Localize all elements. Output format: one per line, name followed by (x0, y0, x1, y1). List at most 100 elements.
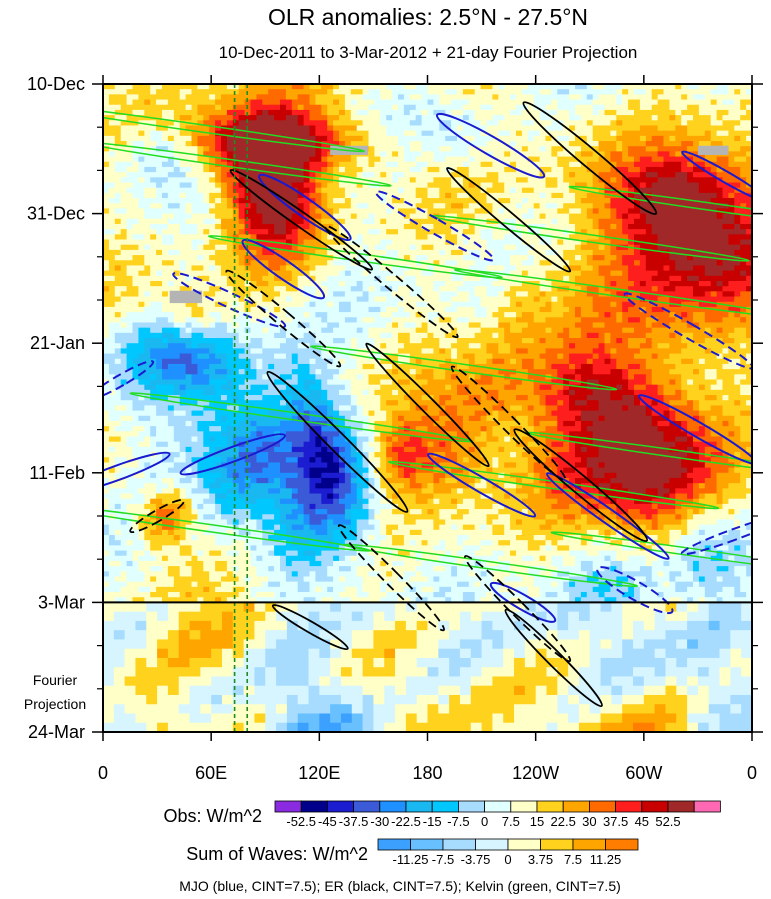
obs-colorbar-swatch-7 (457, 800, 485, 813)
projection-field (103, 602, 752, 732)
obs-colorbar-level-6: -7.5 (447, 814, 469, 829)
obs-colorbar-level-5: -15 (423, 814, 442, 829)
waves-colorbar-swatch-1 (410, 838, 444, 851)
x-tick-label-1: 60E (195, 763, 227, 783)
y-tick-label-3: 11-Feb (29, 463, 85, 483)
y-tick-label-0: 10-Dec (27, 74, 85, 94)
waves-colorbar-swatch-3 (475, 838, 509, 851)
er-contour-5 (266, 370, 409, 513)
kelvin-contour-7 (387, 460, 720, 510)
waves-colorbar-level-6: 11.25 (590, 852, 622, 867)
mjo-contour-6 (103, 360, 155, 401)
mjo-contour-1 (258, 173, 352, 242)
er-contour-4 (225, 269, 342, 368)
waves-colorbar-swatch-5 (540, 838, 574, 851)
obs-colorbar-swatch-10 (536, 800, 564, 813)
mjo-contour-14 (489, 581, 557, 623)
mjo-contour-5 (103, 451, 171, 494)
er-contour-3 (324, 224, 459, 339)
obs-anomaly-field (103, 84, 752, 603)
obs-colorbar-swatch-15 (667, 800, 695, 813)
er-contour-13 (271, 604, 349, 651)
obs-colorbar-level-1: -45 (318, 814, 337, 829)
mjo-contour-4 (172, 272, 287, 328)
obs-colorbar-level-2: -37.5 (339, 814, 369, 829)
er-contour-0 (229, 168, 374, 271)
kelvin-contour-2 (207, 235, 503, 279)
obs-colorbar-level-3: -30 (370, 814, 389, 829)
er-contour-6 (365, 342, 490, 468)
obs-colorbar-level-10: 22.5 (551, 814, 576, 829)
mjo-contour-10 (637, 394, 752, 466)
obs-colorbar-swatch-4 (379, 800, 407, 813)
contours-caption: MJO (blue, CINT=7.5); ER (black, CINT=7.… (179, 878, 621, 894)
projection-label-line1: Fourier (33, 672, 78, 688)
er-contour-2 (446, 167, 572, 273)
obs-colorbar-swatch-6 (431, 800, 459, 813)
waves-colorbar-swatch-2 (442, 838, 476, 851)
obs-colorbar-swatch-9 (510, 800, 538, 813)
mjo-contour-13 (680, 513, 752, 556)
waves-colorbar-swatch-7 (605, 838, 639, 851)
obs-colorbar-swatch-0 (274, 800, 302, 813)
mjo-contour-15 (596, 566, 674, 615)
kelvin-contour-1 (103, 141, 392, 187)
obs-colorbar-level-4: -22.5 (391, 814, 421, 829)
obs-colorbar-level-9: 15 (530, 814, 544, 829)
x-tick-label-0: 0 (98, 763, 108, 783)
er-contour-7 (450, 365, 567, 482)
waves-colorbar: -11.25 -7.5 -3.75 0 3.75 7.5 11.25 (377, 838, 639, 867)
x-tick-label-5: 60W (625, 763, 662, 783)
mjo-contour-0 (435, 112, 546, 179)
waves-colorbar-level-4: 3.75 (528, 852, 553, 867)
er-contour-11 (504, 608, 603, 708)
waves-colorbar-label: Sum of Waves: W/m^2 (186, 844, 368, 864)
er-contours (129, 101, 658, 708)
obs-colorbar-level-7: 0 (481, 814, 488, 829)
x-tick-label-6: 0 (747, 763, 757, 783)
projection-label-line2: Projection (24, 696, 86, 712)
waves-colorbar-swatch-6 (572, 838, 606, 851)
er-contour-10 (464, 555, 572, 663)
obs-colorbar-swatch-8 (484, 800, 512, 813)
waves-colorbar-swatch-0 (377, 838, 411, 851)
chart-title: OLR anomalies: 2.5°N - 27.5°N (268, 4, 588, 30)
x-tick-label-2: 120E (298, 763, 340, 783)
obs-colorbar-swatch-13 (615, 800, 643, 813)
obs-colorbar-swatch-16 (693, 800, 721, 813)
x-tick-label-3: 180 (412, 763, 442, 783)
mjo-contour-11 (681, 150, 752, 203)
er-contour-8 (513, 428, 649, 542)
y-axis: 10-Dec 31-Dec 21-Jan 11-Feb 3-Mar 24-Mar (27, 74, 763, 742)
kelvin-contour-4 (453, 268, 752, 319)
er-contour-1 (522, 101, 658, 215)
obs-colorbar-swatch-5 (405, 800, 433, 813)
kelvin-contour-0 (103, 102, 365, 153)
obs-colorbar-level-12: 37.5 (603, 814, 628, 829)
obs-colorbar-swatch-1 (300, 800, 328, 813)
chart-subtitle: 10-Dec-2011 to 3-Mar-2012 + 21-day Fouri… (219, 43, 638, 62)
obs-colorbar-swatch-14 (641, 800, 669, 813)
mjo-contour-3 (374, 190, 495, 262)
kelvin-contour-11 (550, 531, 752, 575)
waves-colorbar-level-1: -7.5 (432, 852, 454, 867)
waves-colorbar-level-2: -3.75 (461, 852, 491, 867)
y-tick-label-4: 3-Mar (38, 592, 85, 612)
waves-colorbar-level-5: 7.5 (564, 852, 582, 867)
mjo-contour-8 (427, 452, 537, 518)
obs-colorbar-swatch-11 (562, 800, 590, 813)
x-tick-label-4: 120W (512, 763, 559, 783)
obs-colorbar-swatch-12 (589, 800, 617, 813)
obs-colorbar-swatch-2 (326, 800, 354, 813)
x-axis: 0 60E 120E 180 120W 60W 0 (98, 75, 757, 783)
kelvin-contour-10 (343, 543, 639, 588)
y-tick-label-2: 21-Jan (30, 333, 85, 353)
waves-colorbar-level-0: -11.25 (393, 852, 429, 867)
obs-colorbar: -52.5 -45 -37.5 -30 -22.5 -15 -7.5 0 7.5 15 22.5 30… (274, 800, 721, 829)
plot-area (103, 84, 752, 732)
mjo-contours (103, 112, 752, 623)
obs-colorbar-swatch-3 (353, 800, 381, 813)
waves-colorbar-level-3: 0 (504, 852, 511, 867)
mjo-contour-12 (623, 292, 752, 370)
